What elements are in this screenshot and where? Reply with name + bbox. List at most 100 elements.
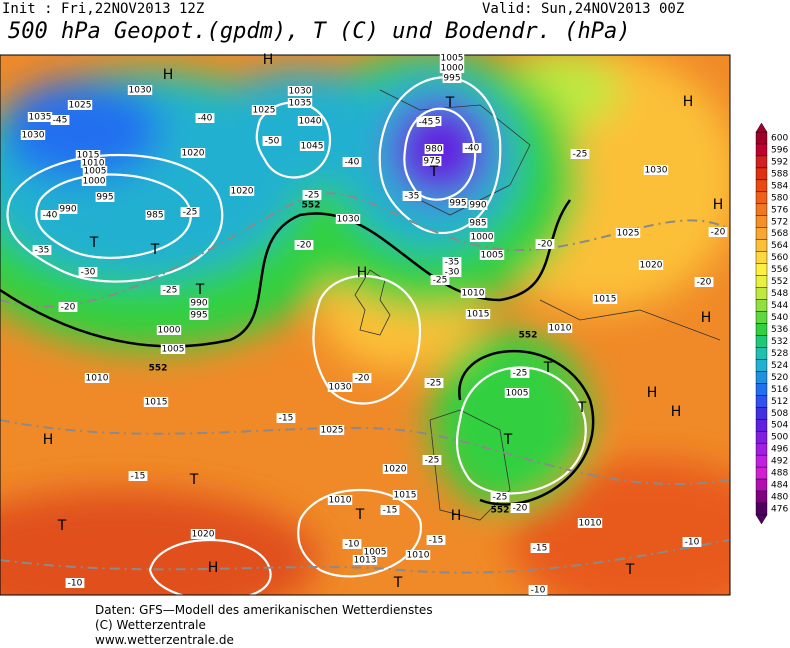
pressure-label-box [229, 186, 255, 196]
temperature-label: -25 [305, 191, 320, 201]
footer-line: Daten: GFS—Modell des amerikanischen Wet… [95, 603, 433, 617]
colorbar-swatch [755, 311, 768, 324]
pressure-center: T [150, 242, 160, 258]
pressure-label-box [638, 260, 664, 270]
temperature-label: -15 [279, 414, 294, 424]
colorbar-swatch [755, 383, 768, 396]
colorbar-label: 476 [771, 505, 788, 515]
pressure-label: 1005 [506, 389, 529, 399]
colorbar-label: 516 [771, 385, 788, 395]
colorbar-swatch [755, 466, 768, 480]
temperature-label-box [58, 302, 78, 312]
temperature-label: -25 [433, 276, 448, 286]
temperature-label-box [180, 207, 200, 217]
colorbar-swatch [755, 143, 768, 157]
colorbar-swatch [755, 323, 768, 336]
temperature-label: -10 [345, 540, 360, 550]
colorbar-swatch [755, 454, 768, 468]
pressure-center: T [89, 235, 99, 251]
colorbar-label: 536 [771, 325, 788, 335]
pressure-label-box [67, 100, 93, 110]
pressure-label: 1010 [329, 496, 352, 506]
colorbar-swatch [755, 431, 768, 444]
temperature-label-box [462, 143, 482, 153]
pressure-label-box [362, 547, 388, 557]
colorbar-label: 544 [771, 301, 788, 311]
temperature-label: -15 [131, 472, 146, 482]
pressure-label-box [327, 495, 353, 505]
colorbar-label: 524 [771, 361, 788, 371]
temperature-label: -45 [53, 116, 68, 126]
pressure-label-box [189, 298, 209, 308]
pressure-label: 1010 [462, 289, 485, 299]
pressure-label: 1030 [645, 166, 668, 176]
pressure-label-box [20, 130, 46, 140]
pressure-label-box [592, 294, 618, 304]
temperature-label: -15 [533, 544, 548, 554]
temperature-label: -25 [183, 208, 198, 218]
temperature-label: -10 [531, 586, 546, 596]
pressure-center: H [163, 67, 174, 83]
footer-line: (C) Wetterzentrale [95, 618, 206, 632]
temperature-label: -35 [35, 246, 50, 256]
pressure-label: 1013 [354, 556, 377, 566]
pressure-label-box [156, 325, 182, 335]
pressure-label: 1035 [29, 113, 52, 123]
colorbar-label: 600 [771, 134, 788, 144]
temperature-label: -10 [685, 538, 700, 548]
temperature-label: -30 [445, 268, 460, 278]
pressure-label-box [422, 156, 442, 166]
pressure-label-box [75, 150, 101, 160]
pressure-center: H [43, 432, 54, 448]
pressure-label: 1030 [289, 87, 312, 97]
pressure-label-box [189, 310, 209, 320]
pressure-label: 990 [59, 205, 76, 215]
temperature-label-box [342, 157, 362, 167]
pressure-center: H [713, 197, 724, 213]
colorbar-swatch [755, 239, 768, 252]
colorbar-swatch [755, 419, 768, 432]
colorbar-swatch [755, 502, 768, 516]
pressure-label-box [145, 210, 165, 220]
pressure-label: 1025 [69, 101, 92, 111]
pressure-label-box [327, 382, 353, 392]
pressure-label: 1010 [86, 374, 109, 384]
pressure-label-box [547, 323, 573, 333]
temperature-label-box [78, 267, 98, 277]
colorbar-swatch [755, 407, 768, 420]
pressure-label: 1010 [579, 519, 602, 529]
pressure-label-box [84, 373, 110, 383]
pressure-label-box [180, 148, 206, 158]
pressure-label: 1025 [321, 426, 344, 436]
colorbar-label: 488 [771, 469, 788, 479]
temperature-label: -45 [419, 118, 434, 128]
pressure-label-box [460, 288, 486, 298]
pressure-label: 1030 [22, 131, 45, 141]
temperature-label: -40 [345, 158, 360, 168]
temperature-label: -25 [163, 286, 178, 296]
temperature-label-box [442, 267, 462, 277]
pressure-label-box [382, 464, 408, 474]
pressure-label: 990 [469, 201, 486, 211]
temperature-label-box [195, 113, 215, 123]
map-labels: 1030102510351030101510101005100099599098… [20, 52, 728, 596]
colorbar-label: 592 [771, 157, 788, 167]
contour-label: 552 [302, 201, 321, 211]
temperature-label-box [65, 578, 85, 588]
temperature-label: -25 [513, 369, 528, 379]
map-frame [0, 54, 731, 596]
colorbar-swatch [755, 131, 768, 145]
pressure-label: 1005 [441, 54, 464, 64]
contour-label: 552 [491, 506, 510, 516]
pressure-center: T [57, 518, 67, 534]
colorbar-swatch [755, 191, 768, 205]
pressure-label: 1040 [299, 117, 322, 127]
pressure-label: 1030 [129, 86, 152, 96]
temperature-label: -20 [297, 241, 312, 251]
colorbar-swatch [755, 490, 768, 504]
pressure-center: T [577, 400, 587, 416]
colorbar-swatch [755, 155, 768, 169]
temperature-label-box [40, 210, 60, 220]
temperature-label-box [430, 275, 450, 285]
